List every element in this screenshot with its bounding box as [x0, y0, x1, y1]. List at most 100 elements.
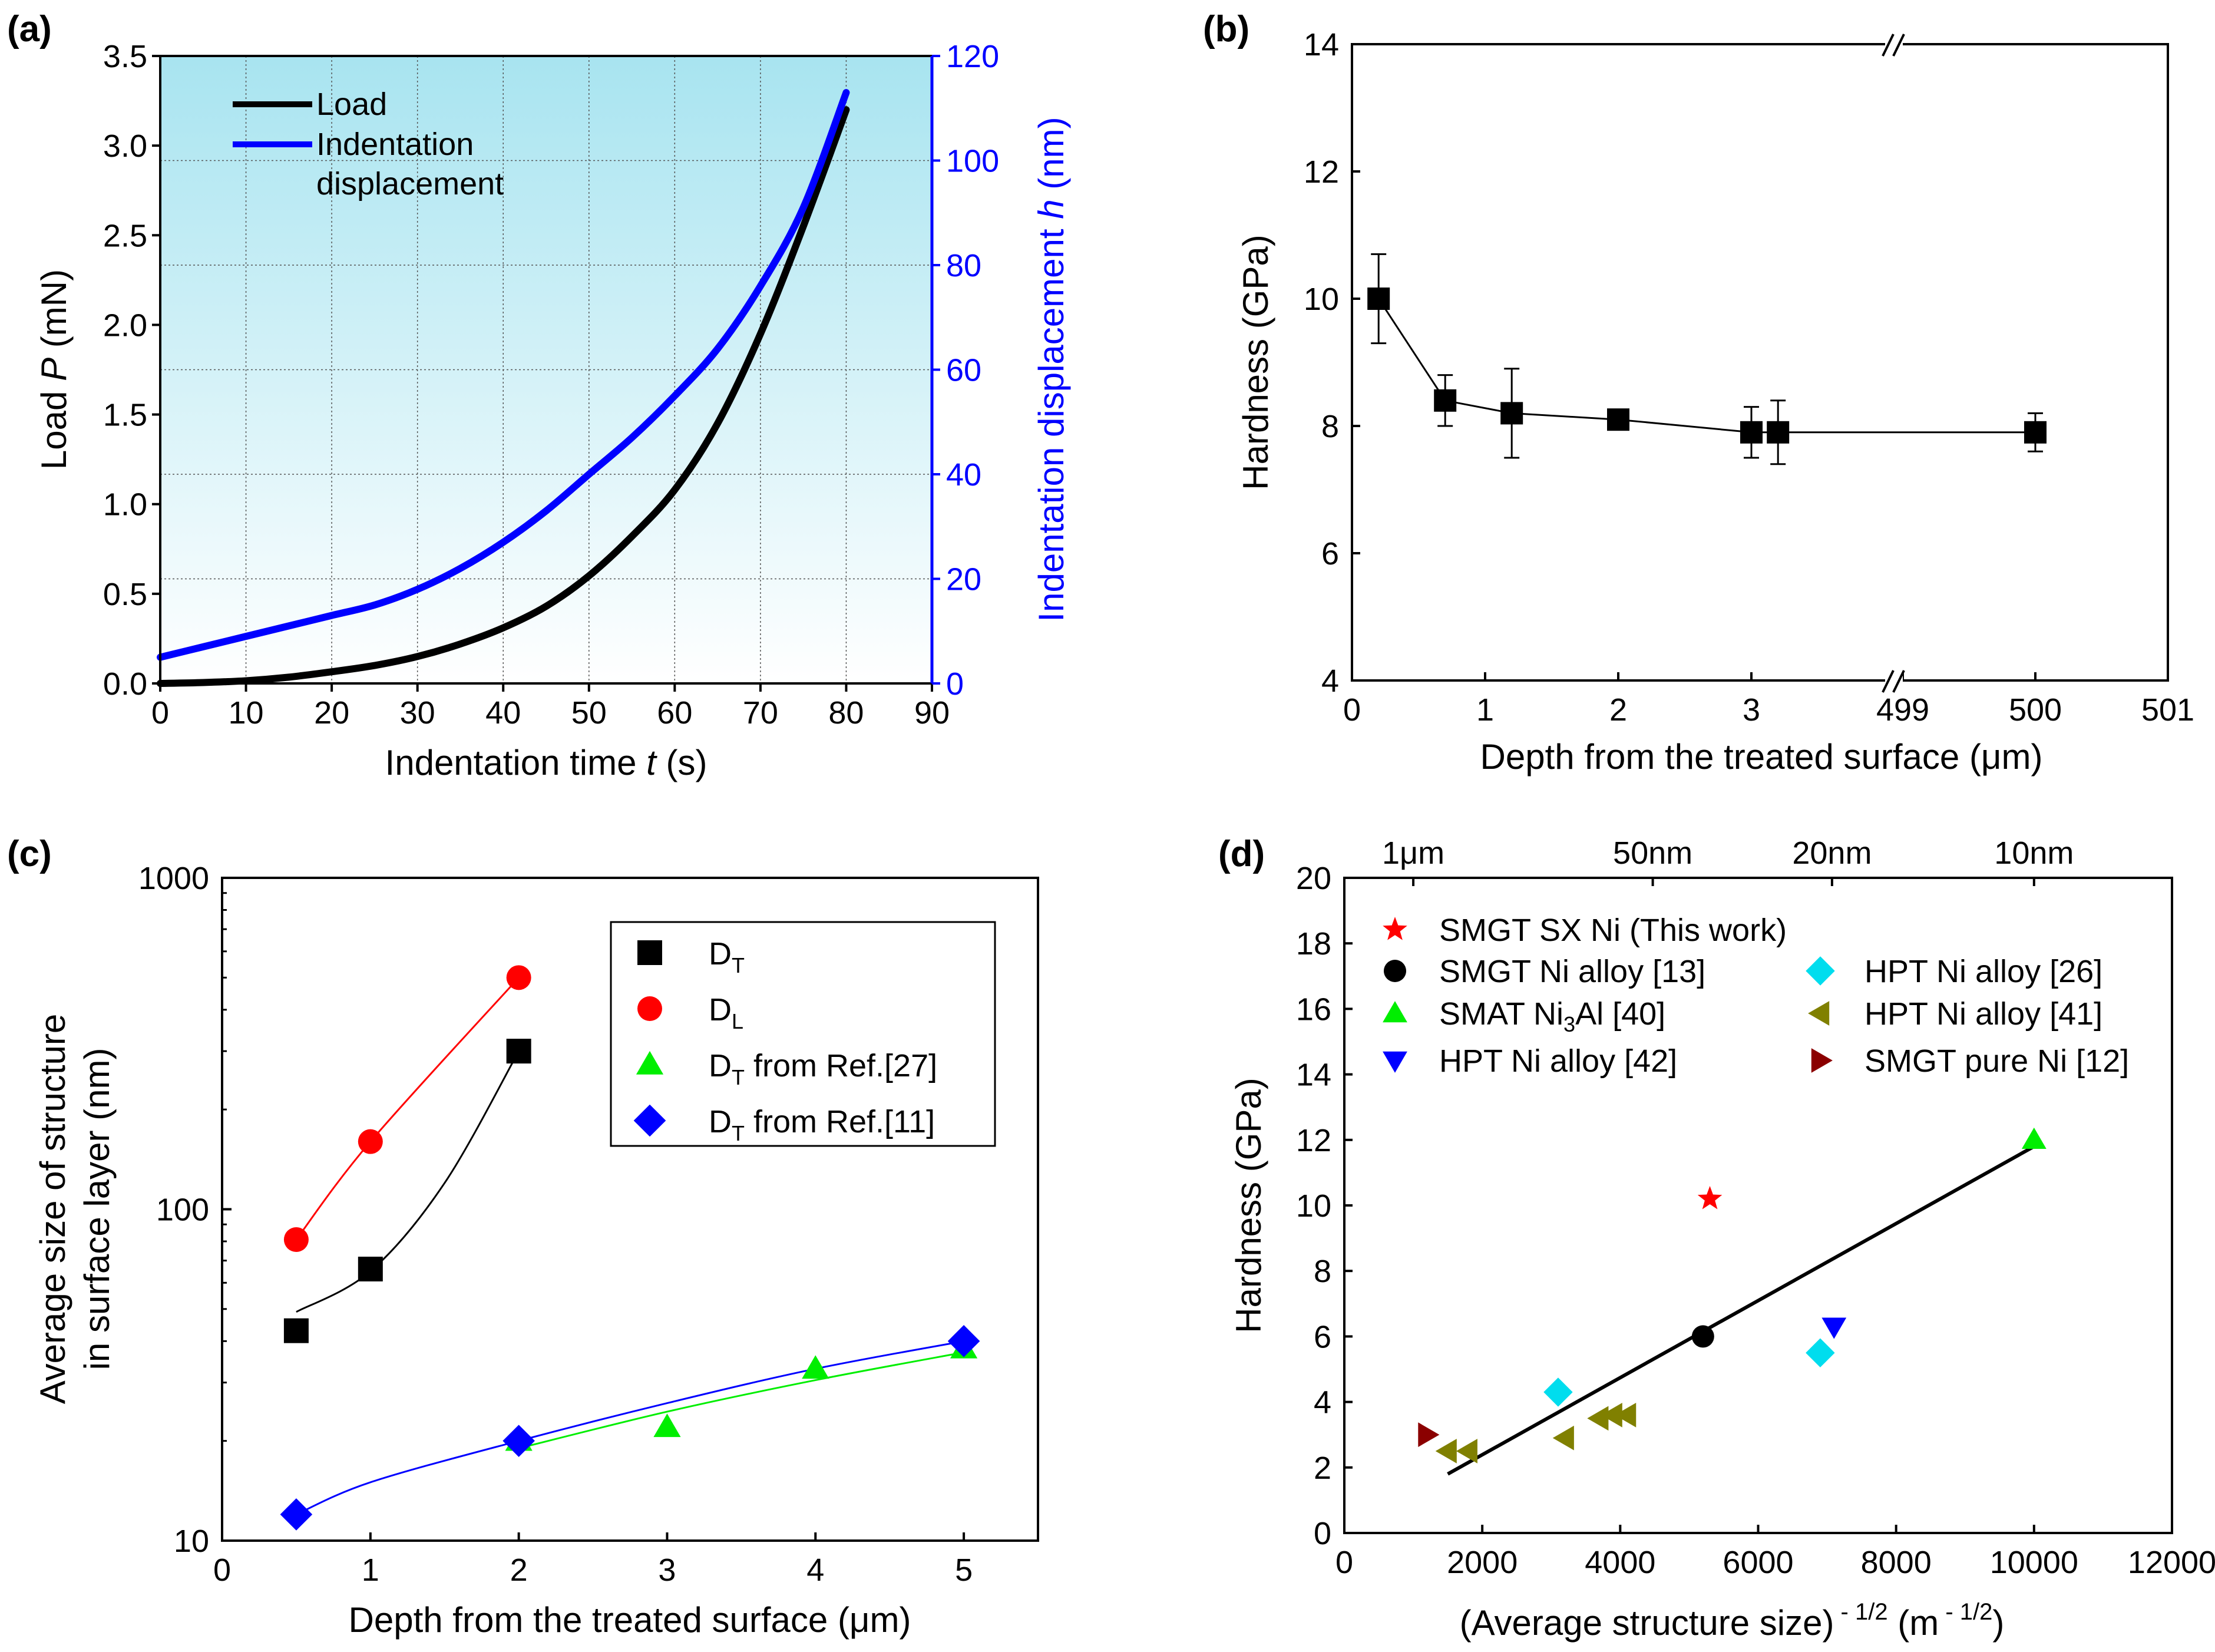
panel-b-label: (b) — [1203, 9, 1249, 49]
panel-c-fit-line — [295, 977, 520, 1240]
panel-a-x-tick-label: 80 — [828, 695, 864, 731]
panel-c-point — [280, 1498, 313, 1531]
panel-c-x-tick-label: 2 — [510, 1552, 528, 1588]
legend-main: D — [709, 1048, 732, 1083]
panel-a-y-tick-label: 3.5 — [103, 39, 147, 74]
panel-c-legend-marker — [633, 1104, 666, 1137]
panel-d-point — [1418, 1422, 1440, 1448]
legend-subscript: T — [732, 953, 745, 977]
panel-d-point — [2021, 1127, 2047, 1149]
panel-d-legend-marker — [1383, 1051, 1407, 1073]
panel-c-fit-line — [296, 1050, 520, 1313]
panel-d-y-tick-label: 20 — [1296, 861, 1331, 896]
hardness-point — [1367, 288, 1390, 310]
panel-d-x-tick-label: 0 — [1335, 1545, 1353, 1580]
panel-d-legend-marker — [1384, 960, 1406, 982]
panel-a-y2-tick-label: 40 — [946, 457, 981, 493]
panel-a-y2label: Indentation displacement h (nm) — [1032, 117, 1071, 622]
panel-b-axis-break — [1882, 34, 1905, 693]
panel-c-ylabel-line-1: Average size of structure — [33, 1014, 72, 1405]
panel-d-point — [1435, 1439, 1457, 1463]
panel-a-y-tick-label: 1.0 — [103, 487, 147, 523]
axis-break-top-mark-1 — [1882, 34, 1895, 57]
legend-main: SMAT Ni — [1439, 996, 1563, 1032]
panel-a-x-tick-label: 20 — [314, 695, 349, 731]
panel-c-x-tick-label: 4 — [806, 1552, 824, 1588]
panel-b-x-tick-label: 500 — [2009, 692, 2062, 728]
legend-load-label: Load — [316, 87, 387, 122]
panel-c-point — [947, 1325, 980, 1357]
panel-c-label: (c) — [7, 834, 52, 874]
panel-c-point — [358, 1257, 383, 1282]
panel-c-fit-line — [518, 1351, 964, 1449]
panel-d: (d) 0 2000 4000 6000 8000 10000 12000 0 2 4 6 8 10 12… — [1218, 834, 2215, 1643]
panel-b-y-tick-label: 6 — [1321, 536, 1339, 571]
panel-a-y-tick-label: 2.0 — [103, 308, 147, 343]
panel-b-x-tick-label: 0 — [1343, 692, 1361, 728]
panel-b-frame — [1351, 43, 2169, 682]
panel-d-y-tick-label: 14 — [1296, 1058, 1331, 1093]
panel-b-xlabel: Depth from the treated surface (μm) — [1480, 737, 2043, 777]
panel-c-point — [283, 1227, 309, 1252]
panel-d-legend-marker — [1383, 1001, 1407, 1023]
legend-displacement-label-2: displacement — [316, 166, 504, 201]
panel-a-y-tick-label: 0.0 — [103, 666, 147, 702]
axis-break-bottom-mark-2 — [1892, 670, 1905, 693]
displacement-curve — [157, 89, 850, 661]
panel-d-point — [1552, 1425, 1574, 1451]
legend-subscript: L — [732, 1009, 743, 1033]
panel-c-legend-label: DT from Ref.[27] — [709, 1048, 937, 1089]
panel-c-x-tick-label: 1 — [362, 1552, 379, 1588]
panel-a-x-tick-label: 0 — [151, 695, 169, 731]
panel-c-ylabel-line-2: in surface layer (nm) — [77, 1048, 117, 1370]
panel-c-point — [506, 1039, 531, 1064]
panel-c-y-tick-label: 10 — [174, 1524, 209, 1559]
panel-c-y-tick-label: 1000 — [138, 861, 209, 896]
panel-c-legend-marker — [636, 1050, 664, 1075]
panel-d-x-tick-label: 2000 — [1447, 1545, 1518, 1580]
panel-d-y-tick-label: 4 — [1314, 1385, 1331, 1420]
panel-b-y-tick-label: 10 — [1304, 282, 1339, 317]
panel-d-y-tick-label: 12 — [1296, 1123, 1331, 1158]
panel-d-legend-marker — [1808, 1001, 1830, 1026]
panel-d-ylabel: Hardness (GPa) — [1229, 1078, 1268, 1333]
panel-a-x-tick-label: 60 — [657, 695, 692, 731]
panel-c-legend-label: DT from Ref.[11] — [709, 1104, 935, 1145]
panel-a-y2-tick-label: 80 — [946, 248, 981, 283]
panel-d-legend-marker — [1806, 956, 1835, 986]
panel-d-legend-label: HPT Ni alloy [41] — [1864, 996, 2102, 1032]
panel-a-y2-tick-label: 120 — [946, 39, 999, 74]
panel-d-top-tick-label: 50nm — [1613, 835, 1692, 871]
panel-c-point — [506, 965, 531, 990]
panel-d-point — [1697, 1186, 1723, 1210]
panel-a-grid — [160, 56, 932, 683]
panel-d-y-tick-label: 18 — [1296, 926, 1331, 962]
load-curve — [157, 106, 850, 687]
panel-b-y-tick-label: 4 — [1321, 663, 1339, 699]
panel-c-legend-marker — [637, 940, 662, 965]
panel-d-top-tick-label: 1μm — [1382, 835, 1444, 871]
panel-a: (a) 0 10 20 30 40 50 60 70 80 90 0.0 0.5 1.0 1.5 2.0 2.… — [7, 9, 1071, 782]
panel-d-x-tick-label: 10000 — [1990, 1545, 2078, 1580]
hardness-line — [1377, 298, 2035, 434]
panel-d-y-tick-label: 16 — [1296, 992, 1331, 1027]
panel-d-point — [1821, 1317, 1847, 1339]
panel-d-y-tick-label: 10 — [1296, 1188, 1331, 1224]
panel-c-legend-marker — [637, 996, 662, 1021]
panel-d-legend-label: SMAT Ni3Al [40] — [1439, 996, 1665, 1036]
panel-b-y-tick-label: 12 — [1304, 154, 1339, 190]
panel-d-x-tick-label: 4000 — [1585, 1545, 1655, 1580]
panel-d-series — [1418, 1127, 2047, 1476]
panel-c-legend-label: DL — [709, 992, 743, 1033]
panel-b-x-tick-label: 499 — [1876, 692, 1929, 728]
panel-a-x-tick-label: 90 — [914, 695, 950, 731]
panel-c-legend-label: DT — [709, 936, 745, 977]
panel-d-top-tick-label: 20nm — [1792, 835, 1872, 871]
panel-c-ticks: 0 1 2 3 4 5 10 100 1000 — [138, 861, 973, 1588]
panel-d-legend: SMGT SX Ni (This work) SMGT Ni alloy [13]… — [1383, 913, 2129, 1079]
panel-d-xlabel: (Average structure size) - 1/2 (m - 1/2) — [1460, 1599, 2005, 1643]
panel-a-x-tick-label: 40 — [485, 695, 521, 731]
panel-b-x-tick-label: 501 — [2141, 692, 2194, 728]
hardness-point — [1434, 389, 1457, 412]
